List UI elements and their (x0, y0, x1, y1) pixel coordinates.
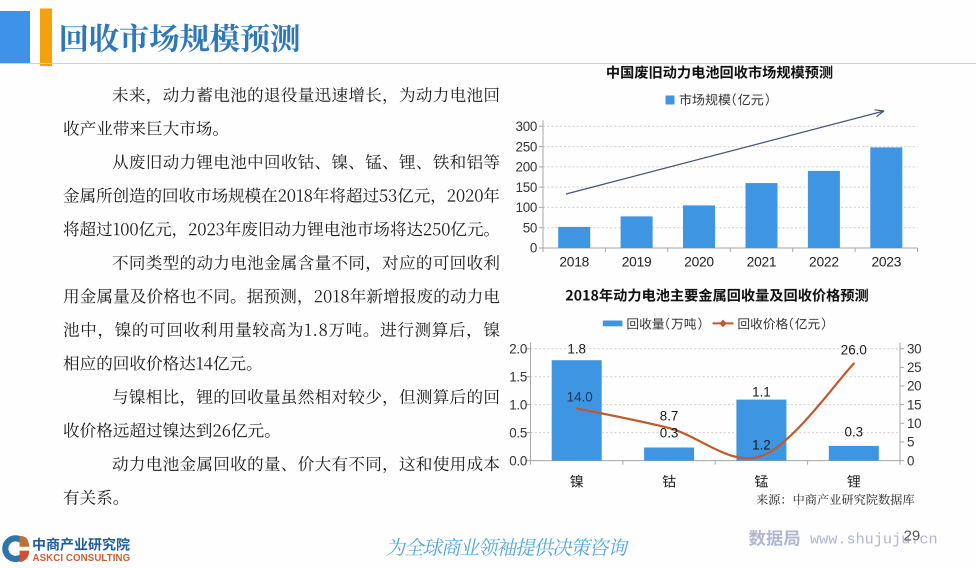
svg-text:1.5: 1.5 (509, 369, 527, 384)
svg-text:ASKCI CONSULTING: ASKCI CONSULTING (33, 553, 131, 563)
svg-text:2020: 2020 (684, 255, 714, 270)
svg-text:0.0: 0.0 (509, 453, 527, 468)
svg-text:0.3: 0.3 (845, 425, 864, 440)
svg-text:300: 300 (516, 119, 537, 134)
svg-text:2019: 2019 (622, 255, 652, 270)
svg-text:14.0: 14.0 (567, 390, 593, 405)
svg-text:0.5: 0.5 (509, 425, 527, 440)
svg-text:20: 20 (907, 379, 921, 394)
svg-text:2023: 2023 (871, 255, 901, 270)
svg-text:26.0: 26.0 (841, 343, 867, 358)
svg-text:10: 10 (907, 416, 921, 431)
svg-text:2.0: 2.0 (509, 341, 527, 356)
svg-text:2022: 2022 (809, 255, 839, 270)
svg-text:1.2: 1.2 (752, 438, 771, 453)
svg-text:30: 30 (907, 341, 921, 356)
svg-text:8.7: 8.7 (660, 409, 679, 424)
svg-text:25: 25 (907, 360, 921, 375)
svg-text:1.8: 1.8 (567, 342, 586, 357)
svg-text:0: 0 (530, 241, 537, 256)
svg-text:2018: 2018 (559, 255, 589, 270)
svg-text:250: 250 (516, 139, 537, 154)
svg-text:50: 50 (523, 220, 537, 235)
svg-text:29: 29 (904, 528, 921, 545)
svg-text:1.0: 1.0 (509, 397, 527, 412)
svg-text:5: 5 (907, 435, 914, 450)
svg-text:0.3: 0.3 (660, 426, 679, 441)
svg-text:0: 0 (907, 453, 914, 468)
svg-text:150: 150 (516, 180, 537, 195)
svg-text:www.shujuju.cn: www.shujuju.cn (810, 531, 938, 549)
svg-text:200: 200 (516, 160, 537, 175)
svg-text:100: 100 (516, 200, 537, 215)
svg-text:2021: 2021 (747, 255, 777, 270)
svg-text:1.1: 1.1 (752, 385, 771, 400)
svg-text:15: 15 (907, 397, 921, 412)
